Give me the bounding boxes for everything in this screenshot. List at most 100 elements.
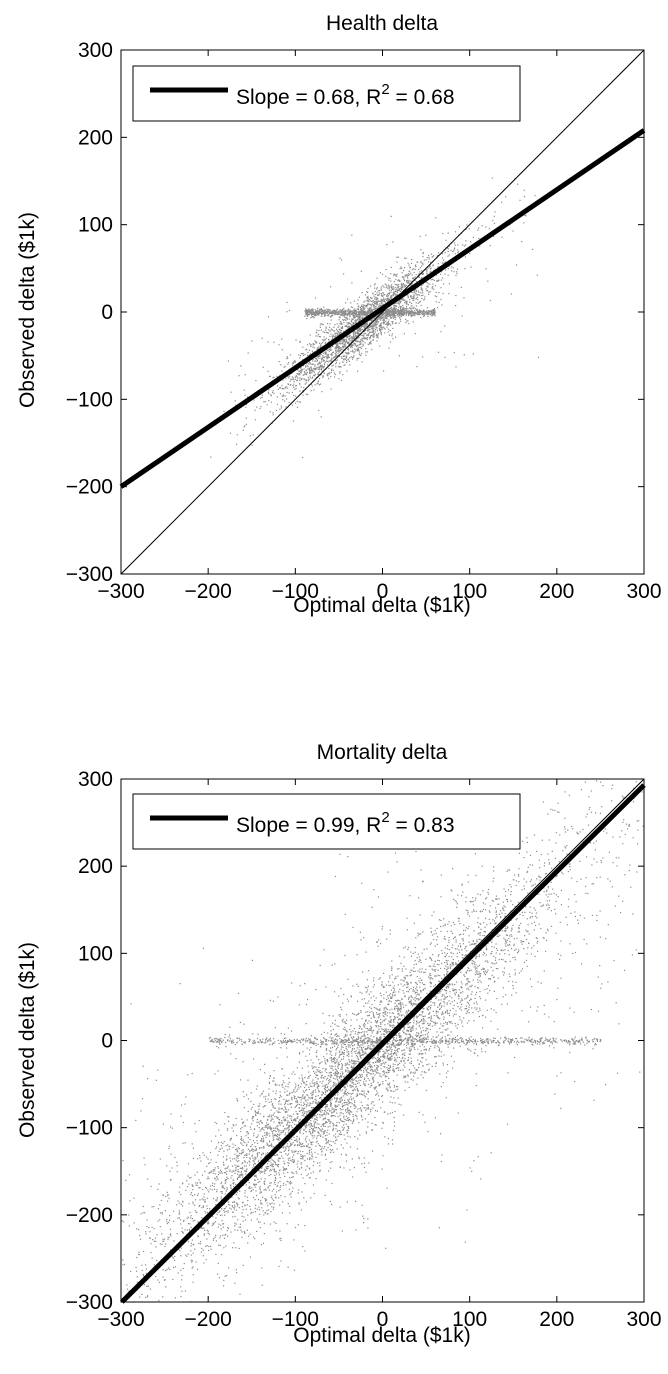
scatter-point — [428, 1049, 430, 1051]
scatter-point — [174, 1297, 176, 1299]
scatter-point — [299, 341, 301, 343]
scatter-point — [331, 352, 333, 355]
scatter-point — [403, 312, 405, 314]
scatter-point — [322, 331, 324, 333]
scatter-point — [483, 952, 486, 955]
scatter-point — [319, 368, 321, 371]
scatter-point — [397, 256, 399, 258]
scatter-point — [382, 285, 384, 287]
scatter-point — [326, 1053, 328, 1055]
scatter-point — [383, 1073, 386, 1075]
scatter-point — [268, 400, 270, 402]
scatter-point — [334, 336, 336, 338]
scatter-point — [409, 312, 412, 314]
scatter-point — [234, 400, 236, 402]
scatter-point — [406, 309, 408, 311]
scatter-point — [319, 353, 321, 355]
scatter-point — [391, 310, 393, 313]
scatter-point — [356, 348, 358, 350]
scatter-point — [309, 377, 312, 379]
scatter-point — [386, 1043, 389, 1045]
scatter-point — [505, 196, 507, 198]
scatter-point — [334, 336, 336, 339]
scatter-point — [322, 352, 324, 354]
scatter-point — [489, 299, 491, 302]
scatter-point — [349, 1044, 351, 1046]
scatter-point — [369, 341, 371, 344]
scatter-point — [353, 334, 355, 336]
scatter-point — [389, 1000, 391, 1002]
scatter-point — [358, 351, 361, 353]
scatter-point — [454, 231, 457, 233]
scatter-point — [345, 358, 347, 360]
scatter-point — [319, 336, 321, 338]
scatter-point — [344, 345, 346, 348]
scatter-point — [387, 1069, 389, 1071]
scatter-point — [574, 915, 576, 918]
scatter-point — [332, 334, 334, 336]
scatter-point — [322, 310, 324, 312]
scatter-point — [344, 343, 346, 345]
scatter-point — [361, 1046, 363, 1049]
scatter-point — [382, 314, 384, 316]
scatter-point — [309, 370, 311, 372]
scatter-point — [365, 337, 367, 339]
identity-line — [120, 49, 645, 575]
scatter-point — [216, 1191, 218, 1193]
scatter-point — [469, 252, 471, 255]
scatter-point — [354, 343, 356, 345]
scatter-point — [318, 384, 320, 386]
scatter-point — [322, 1119, 324, 1121]
scatter-point — [344, 1093, 346, 1095]
scatter-point — [363, 313, 365, 315]
scatter-point — [376, 287, 378, 289]
scatter-point — [305, 382, 307, 384]
scatter-point — [379, 300, 381, 302]
scatter-point — [243, 1160, 246, 1162]
scatter-point — [442, 262, 444, 264]
scatter-point — [361, 1090, 363, 1092]
scatter-point — [217, 1167, 220, 1169]
scatter-point — [251, 340, 253, 342]
scatter-point — [343, 355, 345, 357]
scatter-point — [394, 308, 396, 310]
scatter-point — [279, 408, 281, 410]
scatter-point — [277, 385, 279, 387]
scatter-point — [352, 309, 354, 311]
scatter-point — [374, 322, 376, 324]
scatter-point — [444, 952, 446, 954]
scatter-point — [396, 1035, 398, 1037]
scatter-point — [399, 302, 401, 304]
scatter-point — [124, 1263, 126, 1265]
scatter-point — [366, 329, 368, 331]
scatter-point — [191, 1239, 193, 1241]
scatter-point — [345, 318, 347, 320]
scatter-point — [284, 1101, 287, 1103]
scatter-point — [430, 279, 432, 281]
scatter-point — [378, 300, 380, 302]
scatter-point — [407, 308, 409, 310]
scatter-point — [342, 310, 344, 312]
scatter-point — [362, 316, 364, 318]
scatter-point — [302, 390, 304, 392]
scatter-point — [425, 281, 427, 283]
scatter-point — [397, 975, 399, 977]
scatter-point — [351, 337, 353, 340]
scatter-point — [229, 432, 232, 434]
scatter-point — [391, 317, 393, 319]
scatter-point — [500, 958, 503, 960]
scatter-point — [503, 905, 505, 907]
scatter-point — [455, 274, 457, 277]
scatter-point — [414, 290, 416, 292]
scatter-point — [306, 310, 308, 312]
scatter-point — [493, 955, 495, 957]
scatter-point — [437, 266, 439, 268]
scatter-point — [371, 1070, 374, 1072]
scatter-point — [338, 312, 340, 314]
scatter-point — [370, 326, 372, 328]
scatter-point — [385, 275, 387, 278]
scatter-point — [414, 312, 416, 314]
scatter-point — [377, 298, 379, 300]
scatter-point — [146, 1285, 148, 1287]
scatter-point — [434, 309, 436, 311]
